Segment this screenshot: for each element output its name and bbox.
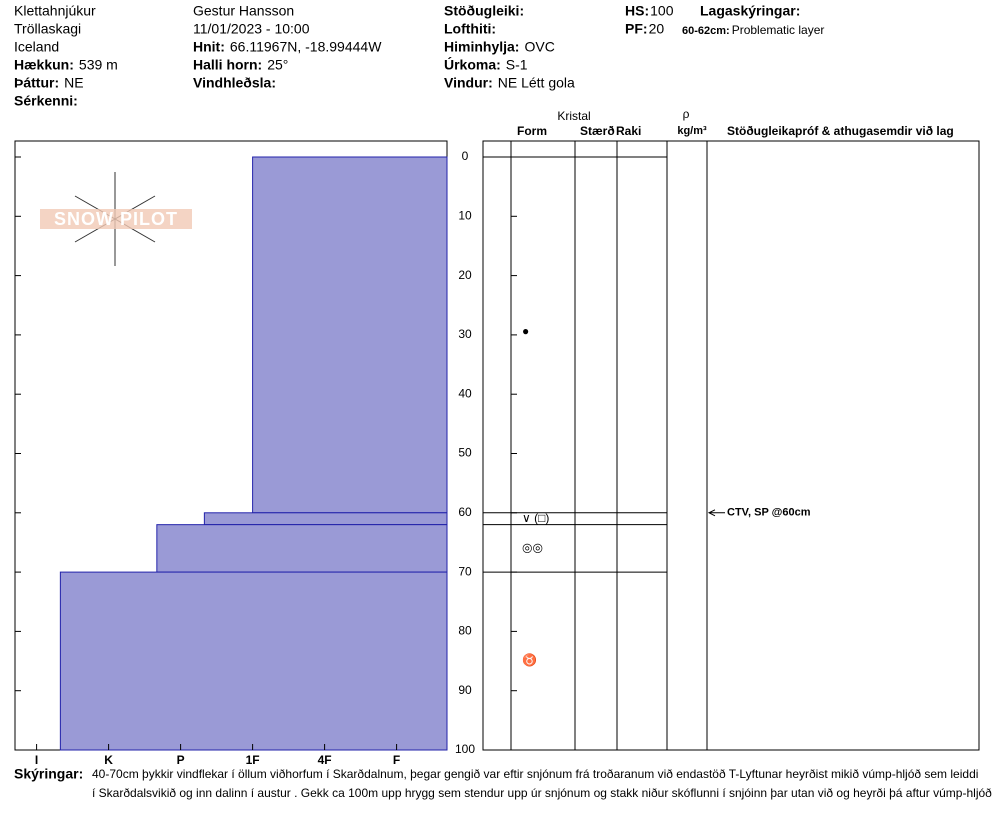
field-value: Klettahnjúkur [14, 3, 96, 19]
field-label: PF: [625, 21, 648, 37]
column-header: Raki [616, 124, 641, 138]
field-value: Gestur Hansson [193, 3, 294, 19]
depth-tick-label: 100 [455, 742, 475, 756]
field-label: Hækkun: [14, 57, 74, 73]
field-label: Himinhylja: [444, 39, 519, 55]
column-header: kg/m³ [677, 125, 707, 137]
field-label: Þáttur: [14, 75, 59, 91]
layer-note-text: Problematic layer [732, 23, 825, 37]
column-lines [510, 141, 708, 750]
field-value: OVC [524, 39, 554, 55]
hardness-bar [156, 524, 448, 573]
field-label: Vindur: [444, 75, 493, 91]
footer-label: Skýringar: [14, 766, 83, 782]
field-label: HS: [625, 3, 649, 19]
hardness-tick-label: 1F [246, 753, 260, 767]
grain-form: ♉ [522, 653, 537, 667]
hardness-bar [203, 512, 448, 526]
depth-tick-label: 10 [458, 208, 472, 222]
depth-tick-label: 50 [458, 446, 472, 460]
logo-text: SNOW PILOT [54, 209, 178, 229]
depth-tick-label: 0 [462, 149, 469, 163]
field-label: Stöðugleiki: [444, 3, 524, 19]
depth-tick-label: 80 [458, 624, 472, 638]
field-value: 66.11967N, -18.99444W [230, 39, 382, 55]
column-header: Stöðugleikapróf & athugasemdir við lag [727, 124, 954, 138]
depth-tick-label: 90 [458, 683, 472, 697]
field-value: NE Létt gola [498, 75, 575, 91]
hardness-tick-label: P [177, 753, 185, 767]
field-label: Hnit: [193, 39, 225, 55]
footer-line: 40-70cm þykkir vindflekar í öllum viðhor… [92, 767, 978, 781]
layer-table-frame [482, 140, 980, 751]
field-label: Úrkoma: [444, 56, 501, 73]
field-value: 25° [267, 57, 288, 73]
field-value: Iceland [14, 39, 59, 55]
layer-notes-title: Lagaskýringar: [700, 3, 800, 19]
footer-line: í Skarðdalsvikið og inn dalinn í austur … [92, 786, 992, 800]
test-arrow [707, 509, 725, 517]
grain-form: ● [522, 324, 529, 338]
test-result: CTV, SP @60cm [727, 507, 811, 519]
field-value: NE [64, 75, 83, 91]
grain-form: ∨ (□) [522, 511, 549, 525]
depth-tick-label: 40 [458, 386, 472, 400]
field-label: Vindhleðsla: [193, 75, 276, 91]
field-value: 539 m [79, 57, 118, 73]
hardness-tick-label: 4F [318, 753, 332, 767]
field-value: 20 [649, 21, 665, 37]
field-label: Sérkenni: [14, 93, 78, 109]
hardness-tick-label: K [104, 753, 113, 767]
column-header: Kristal [557, 109, 590, 123]
field-label: Lofthiti: [444, 21, 496, 37]
field-label: Halli horn: [193, 57, 262, 73]
hardness-tick-label: I [35, 753, 38, 767]
hardness-bar [252, 156, 448, 514]
depth-tick-label: 70 [458, 564, 472, 578]
field-value: 100 [650, 3, 674, 19]
depth-tick-label: 30 [458, 327, 472, 341]
column-header: Form [517, 124, 547, 138]
hardness-bar [59, 571, 448, 751]
grain-form: ◎◎ [522, 541, 543, 555]
hardness-tick-label: F [393, 753, 400, 767]
field-value: 11/01/2023 - 10:00 [193, 21, 310, 37]
layer-note-depth: 60-62cm: [682, 25, 730, 37]
field-value: Tröllaskagi [14, 21, 81, 37]
depth-tick-label: 20 [458, 268, 472, 282]
column-header: ρ [683, 107, 690, 121]
column-header: Stærð [580, 124, 615, 138]
depth-tick-label: 60 [458, 505, 472, 519]
logo-band [40, 209, 192, 229]
field-value: S-1 [506, 57, 528, 73]
